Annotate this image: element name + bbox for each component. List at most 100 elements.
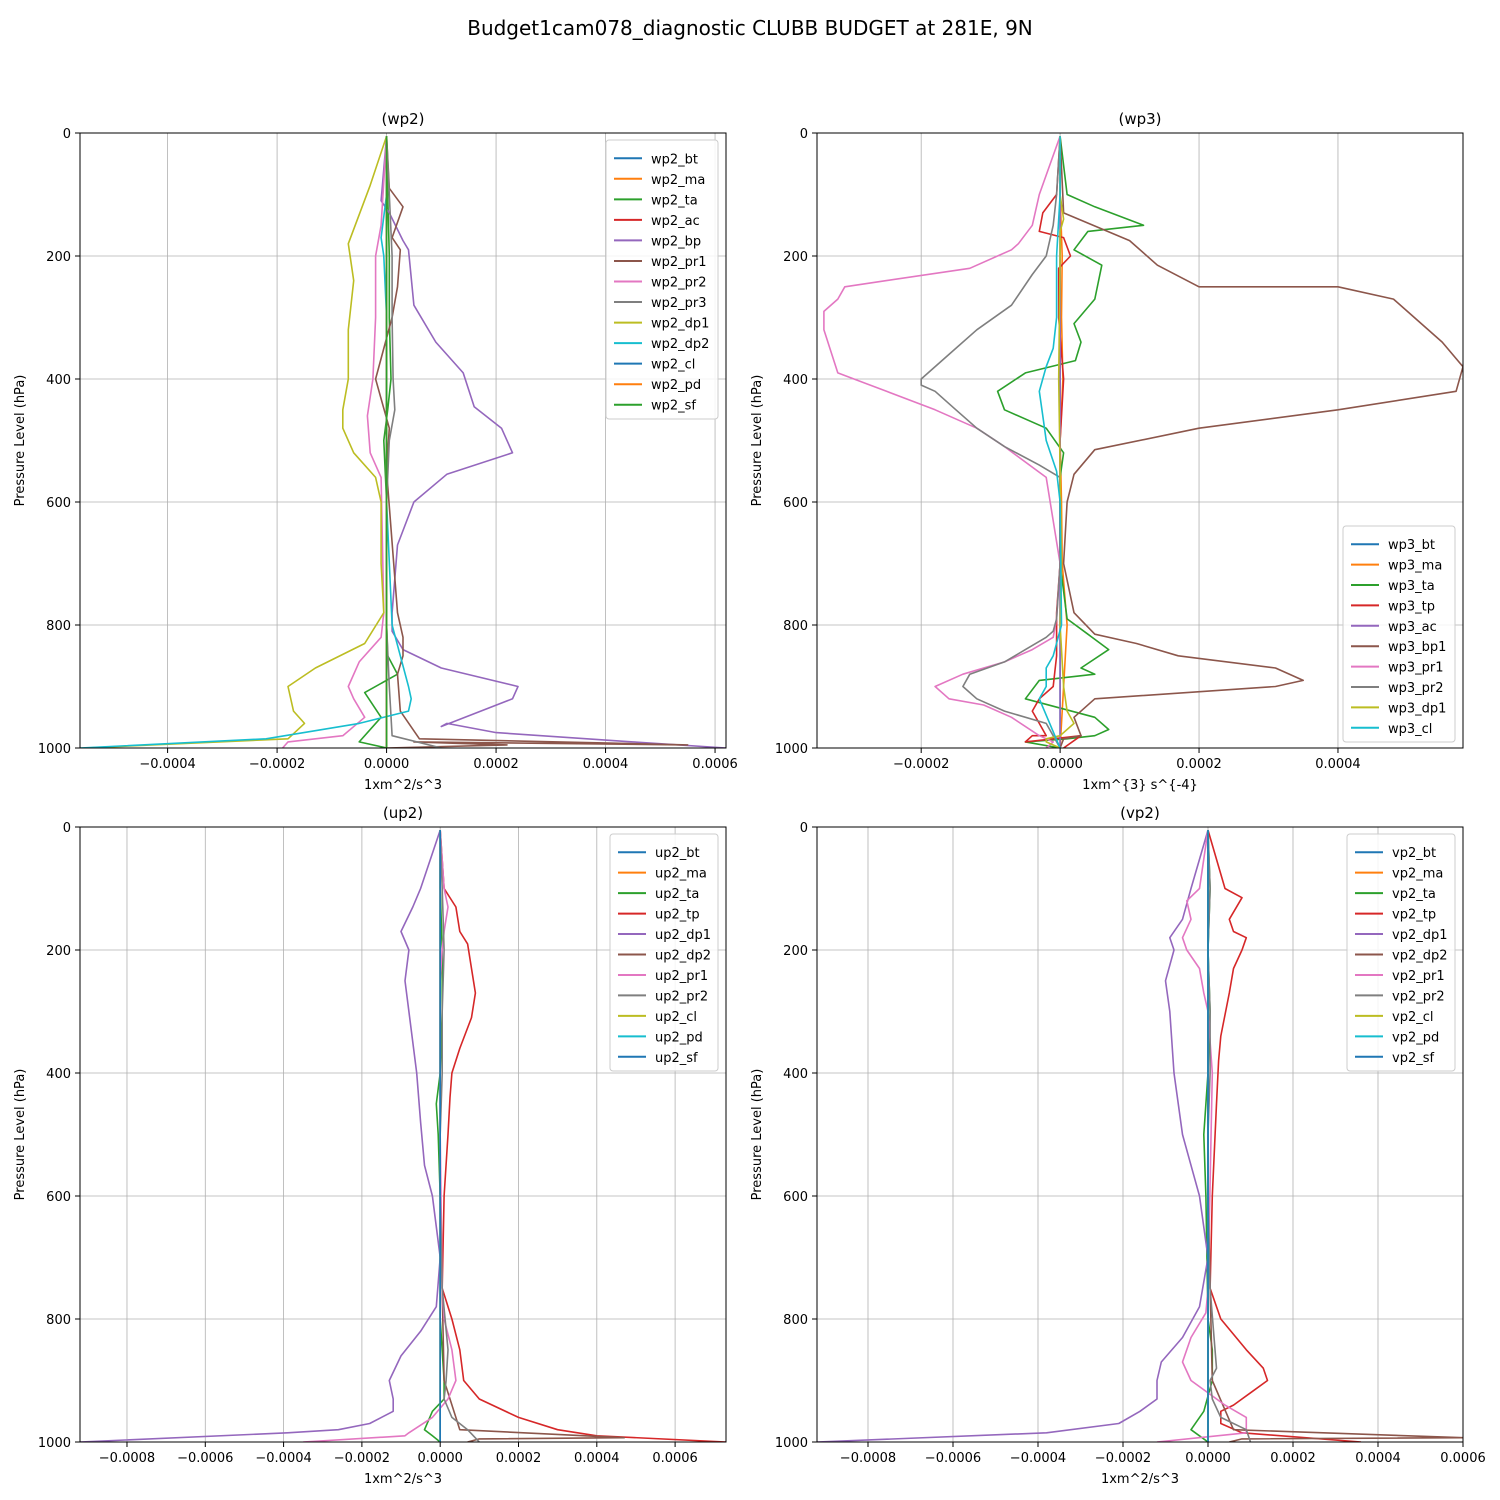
y-tick-label: 800: [46, 1313, 71, 1328]
y-tick-label: 200: [783, 944, 808, 959]
legend-label: up2_tp: [655, 908, 700, 923]
legend-label: wp3_ta: [1388, 579, 1435, 594]
legend-label: vp2_dp2: [1392, 949, 1448, 964]
panel-0: −0.0004 −0.0002 0.0000 0.0002 0.0004 0.0006 0 2…: [13, 110, 738, 793]
x-tick-label: 0.0000: [417, 1451, 463, 1466]
series-group: [80, 135, 726, 748]
legend-label: wp3_dp1: [1388, 701, 1446, 716]
series-line-up2_pr2: [439, 830, 480, 1442]
legend-label: wp3_ma: [1388, 559, 1442, 574]
legend-label: wp2_ma: [651, 173, 705, 188]
x-tick-label: −0.0002: [893, 757, 949, 772]
axes-frame: [816, 826, 1464, 1443]
x-tick-label: 0.0000: [1185, 1451, 1231, 1466]
y-axis-label: Pressure Level (hPa): [13, 375, 28, 507]
series-line-up2_dp1: [80, 829, 442, 1442]
axes-frame: [816, 132, 1464, 749]
legend-label: vp2_pd: [1392, 1030, 1439, 1045]
x-tick-label: −0.0004: [1010, 1451, 1066, 1466]
y-tick-label: 1000: [38, 742, 71, 757]
panel-3: −0.0008 −0.0006 −0.0004 −0.0002 0.0000 0.0002…: [750, 804, 1486, 1487]
y-tick-label: 0: [63, 127, 71, 142]
legend-box: [605, 139, 719, 420]
legend-label: wp3_bp1: [1388, 640, 1446, 655]
series-line-wp2_pr1: [374, 136, 689, 748]
y-tick-label: 800: [783, 1313, 808, 1328]
y-tick-label: 0: [63, 821, 71, 836]
x-tick-label: 0.0002: [473, 757, 519, 772]
y-tick-label: 0: [800, 821, 808, 836]
y-tick-label: 600: [46, 1190, 71, 1205]
legend-label: vp2_tp: [1392, 908, 1436, 923]
x-tick-label: −0.0008: [99, 1451, 155, 1466]
series-line-wp3_pr2: [920, 136, 1061, 748]
legend-label: up2_pr2: [655, 989, 708, 1004]
legend-label: wp2_bp: [651, 234, 701, 249]
legend-label: wp2_ta: [651, 193, 698, 208]
legend-label: wp2_pd: [651, 378, 701, 393]
legend-label: up2_cl: [655, 1010, 697, 1025]
x-tick-label: −0.0006: [177, 1451, 233, 1466]
legend-label: wp2_cl: [651, 358, 695, 373]
y-axis-label: Pressure Level (hPa): [750, 1069, 765, 1201]
legend-label: up2_ma: [655, 867, 707, 882]
y-tick-label: 200: [783, 250, 808, 265]
x-tick-label: −0.0002: [1095, 1451, 1151, 1466]
x-tick-label: 0.0006: [652, 1451, 698, 1466]
x-tick-label: 0.0002: [496, 1451, 542, 1466]
series-line-wp2_pr3: [385, 136, 442, 748]
legend-label: wp3_tp: [1388, 599, 1435, 614]
legend-label: up2_bt: [655, 846, 700, 861]
legend-label: wp2_sf: [651, 399, 696, 414]
legend-label: wp2_pr2: [651, 276, 707, 291]
legend-label: vp2_bt: [1392, 846, 1436, 861]
legend-label: up2_pd: [655, 1030, 703, 1045]
y-tick-label: 600: [783, 496, 808, 511]
subplot-title: (vp2): [1120, 804, 1160, 822]
legend-label: up2_dp2: [655, 949, 711, 964]
x-tick-label: −0.0008: [840, 1451, 896, 1466]
legend-label: up2_dp1: [655, 928, 711, 943]
y-tick-label: 200: [46, 250, 71, 265]
legend-label: up2_sf: [655, 1051, 698, 1066]
x-tick-label: 0.0000: [364, 757, 410, 772]
x-axis-label: 1xm^{3} s^{-4}: [1082, 778, 1198, 793]
y-tick-label: 400: [46, 373, 71, 388]
x-axis-label: 1xm^2/s^3: [364, 1472, 442, 1487]
legend-label: wp3_cl: [1388, 722, 1432, 737]
legend-label: wp2_bt: [651, 152, 698, 167]
legend-label: wp3_pr2: [1388, 681, 1444, 696]
axes-frame: [79, 132, 727, 749]
x-tick-label: −0.0002: [249, 757, 305, 772]
panel-2: −0.0008 −0.0006 −0.0004 −0.0002 0.0000 0.0002…: [13, 804, 727, 1487]
series-line-up2_tp: [439, 830, 726, 1442]
legend-label: vp2_ta: [1392, 887, 1436, 902]
x-tick-label: 0.0002: [1176, 757, 1222, 772]
legend-label: up2_pr1: [655, 969, 708, 984]
series-line-vp2_pr1: [1156, 829, 1248, 1442]
x-tick-label: 0.0004: [583, 757, 629, 772]
legend-label: vp2_pr1: [1392, 969, 1445, 984]
series-line-wp3_pr1: [823, 135, 1061, 748]
series-line-vp2_dp1: [817, 829, 1209, 1442]
x-tick-label: 0.0000: [1037, 757, 1083, 772]
legend-label: wp2_pr3: [651, 296, 707, 311]
series-line-wp3_bp1: [1059, 136, 1463, 748]
x-tick-label: −0.0006: [925, 1451, 981, 1466]
legend-label: vp2_dp1: [1392, 928, 1448, 943]
x-tick-label: −0.0002: [334, 1451, 390, 1466]
x-tick-label: −0.0004: [255, 1451, 311, 1466]
series-line-wp2_dp1: [85, 135, 388, 748]
y-tick-label: 1000: [775, 1436, 808, 1451]
legend-label: wp3_ac: [1388, 620, 1437, 635]
legend-label: wp3_bt: [1388, 538, 1435, 553]
x-tick-label: 0.0006: [692, 757, 738, 772]
legend-label: vp2_pr2: [1392, 989, 1445, 1004]
y-tick-label: 1000: [775, 742, 808, 757]
legend: up2_bt up2_ma up2_ta up2_tp up2_dp1 up2_dp2up…: [609, 833, 719, 1072]
legend-label: wp3_pr1: [1388, 661, 1444, 676]
x-tick-label: 0.0002: [1270, 1451, 1316, 1466]
x-axis-label: 1xm^2/s^3: [364, 778, 442, 793]
figure-title: Budget1cam078_diagnostic CLUBB BUDGET at…: [467, 16, 1033, 40]
